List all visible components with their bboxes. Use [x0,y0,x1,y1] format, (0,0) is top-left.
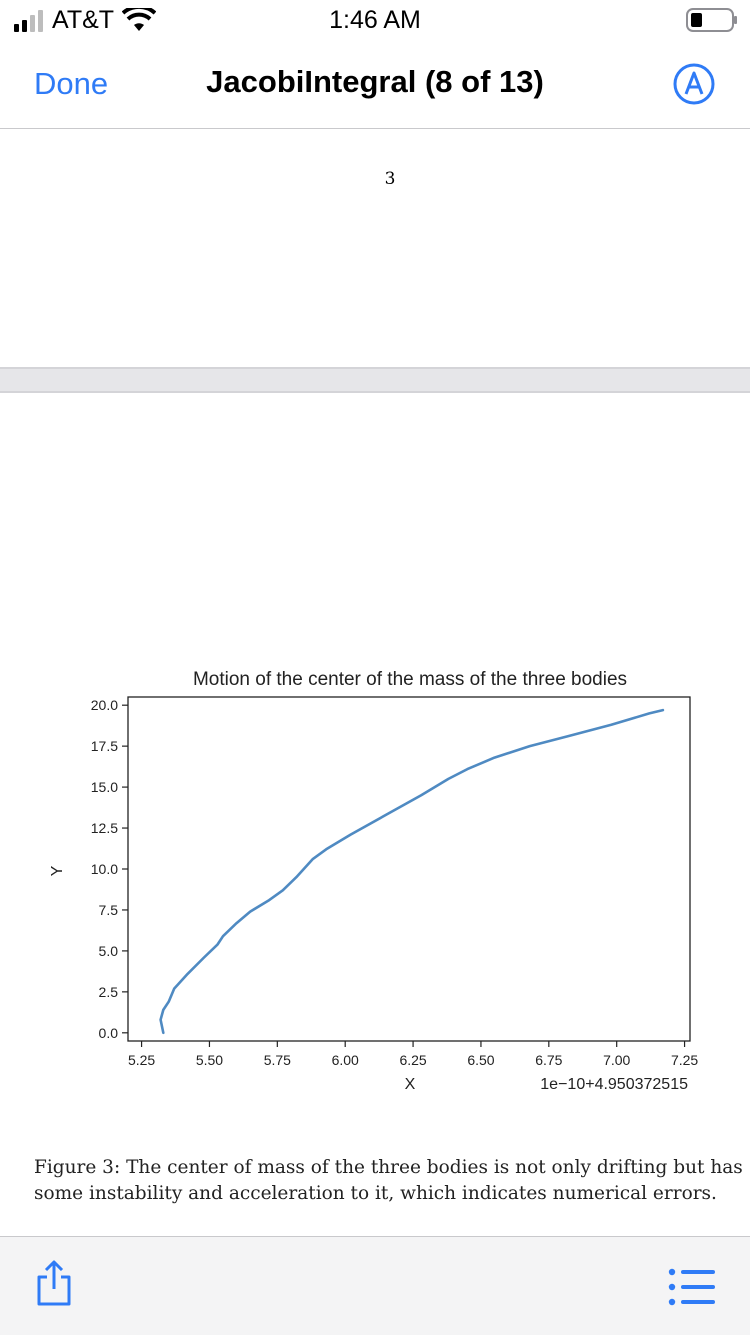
battery-icon [686,8,737,32]
document-viewer[interactable]: 3 Motion of the center of the mass of th… [0,129,750,1235]
markup-icon[interactable] [672,62,716,106]
y-tick-label: 20.0 [91,697,118,713]
wifi-icon [122,8,156,31]
list-icon[interactable] [668,1267,716,1307]
x-tick-label: 5.25 [128,1052,155,1068]
center-of-mass-plot: Motion of the center of the mass of the … [49,669,698,1093]
page-number: 3 [384,169,396,189]
x-tick-label: 6.50 [467,1052,494,1068]
y-tick-label: 7.5 [99,902,119,918]
x-tick-label: 6.75 [535,1052,562,1068]
x-axis: 5.25 5.50 5.75 6.00 6.25 6.50 6.75 7.00 7.25 [128,1041,698,1068]
cellular-signal-icon [14,10,43,32]
page-separator [0,367,750,393]
navigation-bar: Done JacobiIntegral (8 of 13) [0,40,750,129]
x-axis-label: X [405,1076,416,1093]
y-tick-label: 10.0 [91,861,118,877]
y-tick-label: 15.0 [91,779,118,795]
status-bar: AT&T 1:46 AM [0,0,750,40]
x-tick-label: 6.00 [332,1052,359,1068]
y-tick-label: 5.0 [99,943,119,959]
plot-frame [127,696,691,1042]
clock: 1:46 AM [329,6,421,34]
series-line [159,708,665,1035]
share-icon[interactable] [34,1259,74,1307]
x-tick-label: 6.25 [399,1052,426,1068]
carrier-label: AT&T [52,6,115,34]
document-title: JacobiIntegral (8 of 13) [206,64,544,99]
x-tick-label: 5.50 [196,1052,223,1068]
bottom-toolbar [0,1236,750,1335]
x-tick-label: 7.00 [603,1052,630,1068]
y-tick-label: 12.5 [91,820,118,836]
figure-caption: Figure 3: The center of mass of the thre… [34,1157,743,1204]
x-offset-label: 1e−10+4.950372515 [540,1076,688,1093]
done-button[interactable]: Done [34,66,109,101]
y-axis: 0.0 2.5 5.0 7.5 10.0 12.5 15.0 17.5 20.0 [91,697,128,1041]
x-tick-label: 7.25 [671,1052,698,1068]
y-axis-label: Y [49,865,66,876]
y-tick-label: 0.0 [99,1025,119,1041]
chart-title: Motion of the center of the mass of the … [193,669,627,690]
x-tick-label: 5.75 [264,1052,291,1068]
y-tick-label: 2.5 [99,984,119,1000]
y-tick-label: 17.5 [91,738,118,754]
